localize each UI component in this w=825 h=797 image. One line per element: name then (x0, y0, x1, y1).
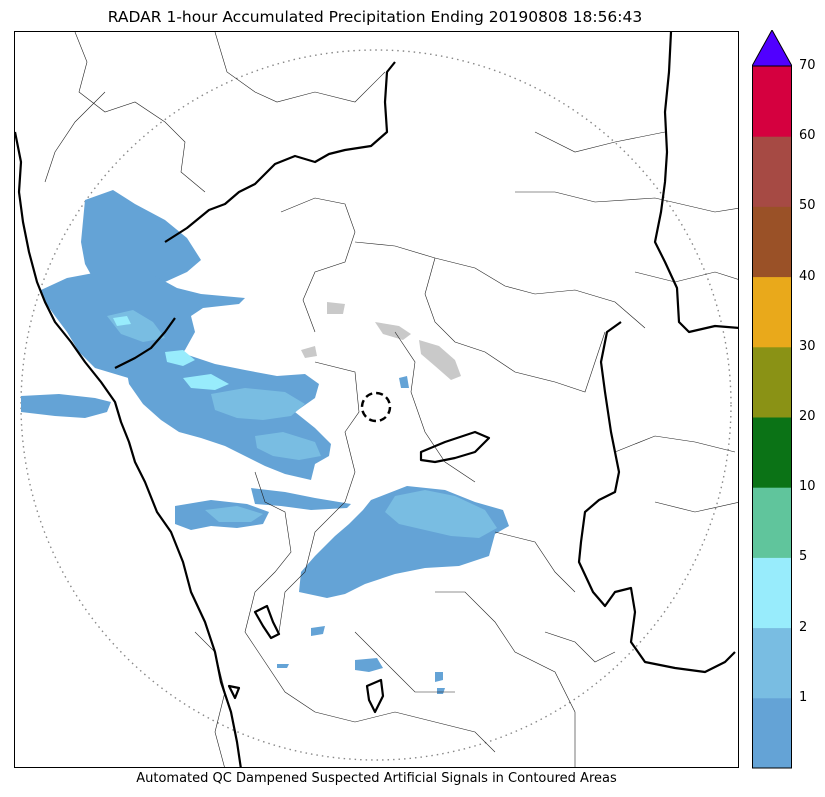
artificial-signal-3 (301, 346, 317, 358)
colorbar-segments (752, 66, 792, 769)
map-title: RADAR 1-hour Accumulated Precipitation E… (107, 8, 643, 26)
boundary-6 (515, 191, 738, 213)
boundary-9 (278, 361, 360, 633)
state-border-north (164, 61, 396, 243)
state-border-east (577, 321, 736, 674)
precip-band-west (21, 394, 111, 418)
colorbar-label: 70 (799, 58, 816, 73)
colorbar-label: 2 (799, 619, 808, 635)
boundary-17 (194, 631, 226, 767)
artificial-signal-1 (375, 322, 411, 340)
colorbar-segment (752, 627, 792, 699)
state-border-northeast (653, 32, 738, 334)
boundary-16 (654, 501, 738, 513)
boundary-1 (74, 32, 206, 193)
radar-map[interactable] (14, 31, 739, 768)
precip-heavy-1 (113, 316, 131, 326)
western-coastline (15, 131, 242, 767)
colorbar-label: 1 (799, 689, 808, 705)
precip-cell-3 (435, 672, 443, 682)
precip-medium-1 (211, 388, 305, 420)
colorbar-segment (752, 697, 792, 769)
colorbar-label: 30 (799, 338, 816, 354)
boundary-12 (314, 711, 496, 753)
precip-band-south (251, 488, 351, 510)
boundary-3 (280, 197, 356, 333)
state-border-west-inner (114, 317, 176, 369)
colorbar-label: 40 (799, 268, 816, 284)
precip-heavy-3 (183, 374, 229, 390)
precip-heavy-2 (165, 350, 195, 366)
colorbar-segment (752, 66, 792, 137)
boundary-20 (544, 631, 616, 663)
radar-site-marker[interactable] (360, 391, 392, 423)
precip-medium-3 (385, 490, 497, 538)
colorbar-segment (752, 276, 792, 348)
precip-medium-4 (205, 506, 263, 522)
boundary-19 (354, 631, 455, 693)
precipitation-colorbar (752, 30, 792, 769)
boundary-13 (435, 591, 576, 767)
boundary-15 (634, 271, 738, 283)
precip-cell-4 (437, 688, 445, 694)
precip-medium-2 (255, 432, 321, 460)
artificial-signal-2 (419, 340, 461, 380)
colorbar-border (752, 65, 792, 769)
radar-range-ring (20, 49, 732, 761)
boundary-18 (44, 91, 106, 183)
coastline-and-borders (15, 32, 738, 767)
boundary-4 (354, 241, 646, 329)
colorbar-segment (752, 417, 792, 488)
boundary-5 (424, 257, 606, 393)
colorbar-label: 5 (799, 549, 808, 565)
boundary-11 (244, 471, 316, 713)
enclave-2 (365, 678, 385, 714)
colorbar-segment (752, 557, 792, 629)
precip-cell-5 (277, 664, 289, 668)
colorbar-segment (752, 346, 792, 418)
enclave-1 (253, 604, 281, 640)
artificial-signal-4 (327, 302, 345, 314)
district-boundaries (44, 32, 738, 767)
artificial-signal-layer (301, 302, 461, 380)
precip-cell-1 (311, 626, 325, 636)
colorbar-label: 20 (799, 409, 816, 424)
colorbar-extend-arrow (752, 30, 792, 67)
colorbar-segment (752, 206, 792, 278)
precip-band-central (125, 350, 331, 480)
colorbar-segment (752, 487, 792, 558)
boundary-7 (534, 131, 666, 153)
precip-cell-2 (355, 658, 383, 672)
qc-footnote: Automated QC Dampened Suspected Artifici… (136, 771, 617, 786)
precip-cell-6 (399, 376, 409, 388)
enclave-3 (227, 684, 241, 700)
boundary-10 (394, 331, 476, 483)
state-border-southeast (419, 430, 491, 464)
radar-map-canvas (15, 32, 738, 767)
colorbar-label: 60 (799, 128, 816, 144)
colorbar-segment (752, 136, 792, 207)
precipitation-medium-layer (107, 310, 497, 538)
boundary-14 (494, 531, 576, 593)
colorbar-label: 50 (799, 198, 816, 214)
boundary-2 (214, 32, 386, 103)
colorbar-label: 10 (799, 479, 816, 495)
precipitation-heavy-layer (113, 316, 229, 390)
boundary-8 (614, 435, 736, 453)
